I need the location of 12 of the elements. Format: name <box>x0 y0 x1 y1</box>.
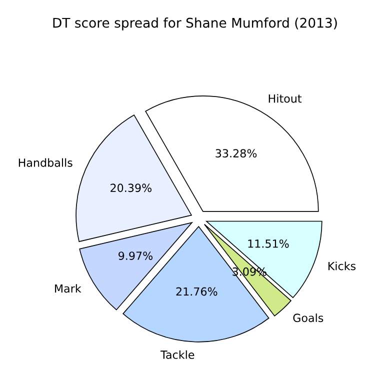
slice-label: Mark <box>55 284 82 293</box>
slice-label: Handballs <box>18 158 72 167</box>
slice-label: Goals <box>293 313 324 322</box>
data-label: 9.97% <box>118 252 153 260</box>
data-label: 20.39% <box>110 184 152 192</box>
slice-label: Tackle <box>160 350 194 359</box>
data-label: 11.51% <box>248 239 289 248</box>
chart-title: DT score spread for Shane Mumford (2013) <box>53 18 337 30</box>
data-label: 33.28% <box>216 149 257 158</box>
slice-label: Hitout <box>268 94 302 103</box>
data-label: 21.76% <box>176 287 218 296</box>
slice-label: Kicks <box>328 262 356 270</box>
